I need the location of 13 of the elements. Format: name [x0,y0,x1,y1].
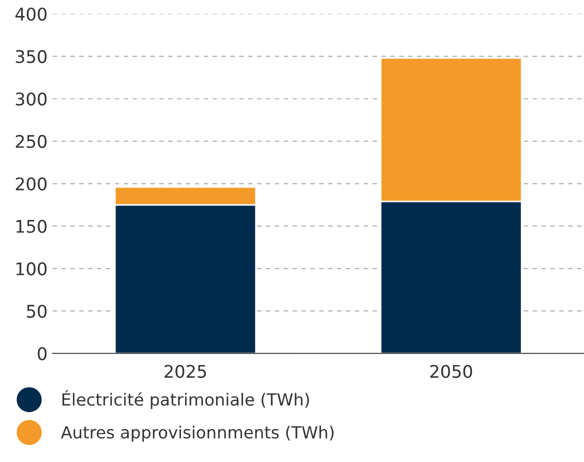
y-tick-label: 0 [38,347,47,360]
y-tick-label: 150 [16,220,47,233]
y-tick-label: 250 [16,134,47,148]
y-tick-label: 200 [16,177,47,190]
y-tick-label: 50 [26,304,47,318]
legend-label: Autres approvisionnments (TWh) [60,426,334,442]
y-tick-label: 400 [15,8,47,21]
x-tick-label: 2050 [430,364,472,378]
x-tick-label: 2025 [164,364,206,378]
y-tick-label: 350 [16,50,47,64]
y-tick-label: 100 [16,262,47,276]
y-tick-label: 300 [16,92,47,106]
legend-label: Électricité patrimoniale (TWh) [62,390,309,410]
